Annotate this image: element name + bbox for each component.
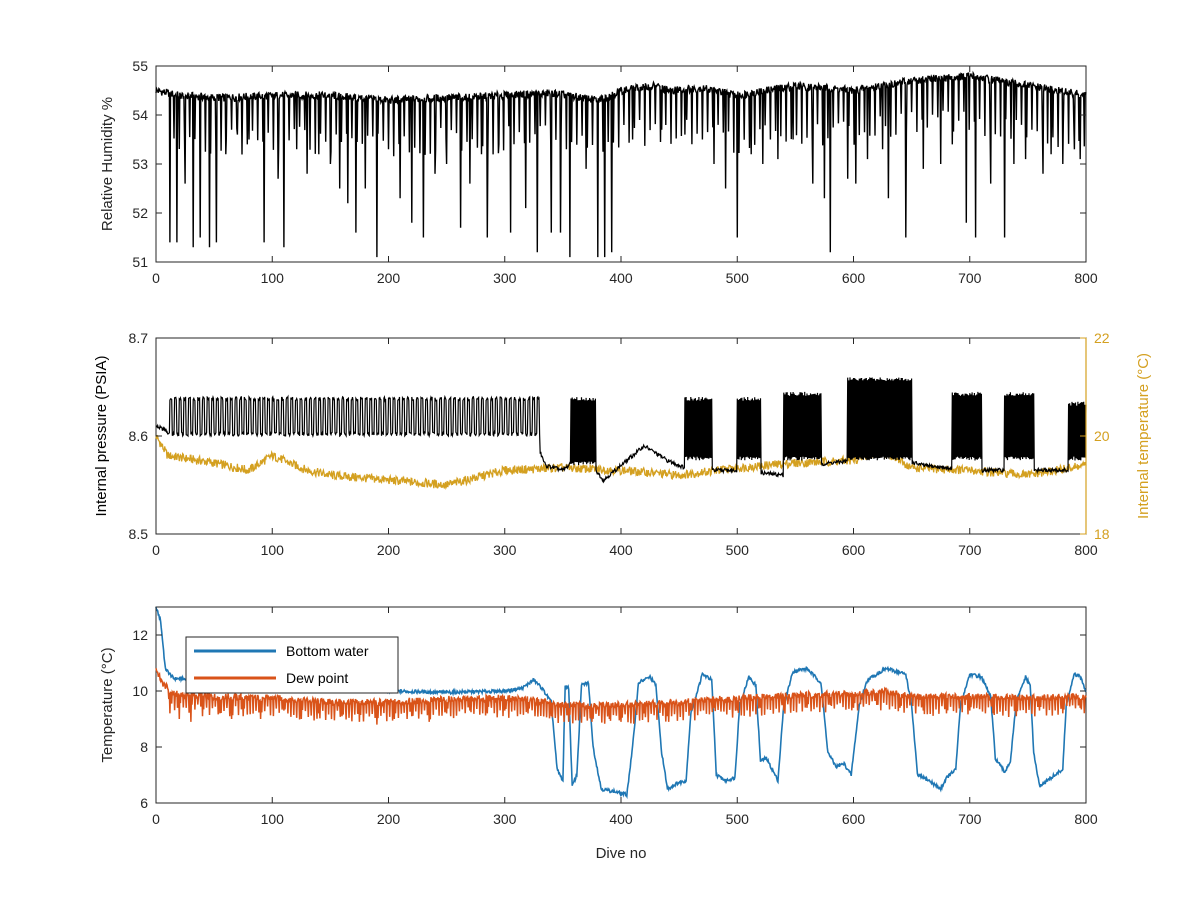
x-tick-label: 700: [958, 270, 982, 286]
x-tick-label: 600: [842, 811, 866, 827]
pressure-chart: 0 100 200 300 400 500 600 700 800 8.5 8.6 8.7 18 20 22…: [93, 330, 1152, 558]
x-tick-label: 0: [152, 542, 160, 558]
pressure-y-axis-label: Internal pressure (PSIA): [93, 356, 110, 517]
x-tick-label: 800: [1074, 542, 1098, 558]
x-tick-label: 100: [261, 811, 285, 827]
x-tick-label: 400: [609, 811, 633, 827]
y-tick-label: 53: [132, 156, 148, 172]
x-tick-label: 500: [726, 542, 750, 558]
y-tick-label: 8.7: [129, 330, 149, 346]
y-tick-label: 8: [140, 739, 148, 755]
y-tick-label: 10: [132, 683, 148, 699]
y-tick-label: 55: [132, 58, 148, 74]
x-tick-label: 200: [377, 542, 401, 558]
x-tick-label: 800: [1074, 811, 1098, 827]
humidity-axes: 0 100 200 300 400 500 600 700 800 51 52 53 54 55: [132, 58, 1097, 286]
humidity-series: [155, 70, 1087, 258]
x-tick-label: 0: [152, 270, 160, 286]
y2-tick-label: 22: [1094, 330, 1110, 346]
y2-tick-label: 18: [1094, 526, 1110, 542]
pressure-axes: 0 100 200 300 400 500 600 700 800 8.5 8.6 8.7 18 20 22: [129, 330, 1110, 558]
x-tick-label: 300: [493, 811, 517, 827]
internal-temperature-y2-axis-label: Internal temperature (°C): [1135, 353, 1152, 519]
legend-label-dew-point: Dew point: [286, 670, 348, 686]
x-tick-label: 700: [958, 811, 982, 827]
x-tick-label: 200: [377, 270, 401, 286]
x-tick-label: 400: [609, 542, 633, 558]
x-tick-label: 500: [726, 270, 750, 286]
y-tick-label: 52: [132, 205, 148, 221]
x-tick-label: 700: [958, 542, 982, 558]
y-tick-label: 8.5: [129, 526, 149, 542]
humidity-chart: 0 100 200 300 400 500 600 700 800 51 52 53 54 55 Rela…: [99, 58, 1098, 286]
x-tick-label: 600: [842, 542, 866, 558]
x-tick-label: 300: [493, 270, 517, 286]
dew-point-line: [155, 668, 1087, 725]
temperature-x-axis-label: Dive no: [596, 845, 647, 862]
legend-label-bottom-water: Bottom water: [286, 643, 369, 659]
humidity-y-axis-label: Relative Humidity %: [99, 97, 116, 231]
temperature-axes: 0 100 200 300 400 500 600 700 800 6 8 10 12: [132, 607, 1098, 827]
x-tick-label: 0: [152, 811, 160, 827]
y-tick-label: 8.6: [129, 428, 149, 444]
x-tick-label: 300: [493, 542, 517, 558]
x-tick-label: 100: [261, 542, 285, 558]
x-tick-label: 400: [609, 270, 633, 286]
temperature-y-axis-label: Temperature (°C): [99, 647, 116, 762]
y-tick-label: 54: [132, 107, 148, 123]
y-tick-label: 6: [140, 795, 148, 811]
temperature-chart: 0 100 200 300 400 500 600 700 800 6 8 10 12 Temperat…: [99, 606, 1098, 862]
x-tick-label: 600: [842, 270, 866, 286]
x-tick-label: 800: [1074, 270, 1098, 286]
x-tick-label: 200: [377, 811, 401, 827]
x-tick-label: 500: [726, 811, 750, 827]
humidity-line: [155, 70, 1087, 258]
pressure-plot-frame: [155, 337, 1087, 535]
temperature-legend: Bottom water Dew point: [185, 636, 399, 694]
y2-tick-label: 20: [1094, 428, 1110, 444]
y-tick-label: 51: [132, 254, 148, 270]
pressure-series: [155, 377, 1087, 490]
x-tick-label: 100: [261, 270, 285, 286]
internal-pressure-line: [155, 377, 1087, 484]
legend-box: [185, 636, 399, 694]
y-tick-label: 12: [132, 627, 148, 643]
